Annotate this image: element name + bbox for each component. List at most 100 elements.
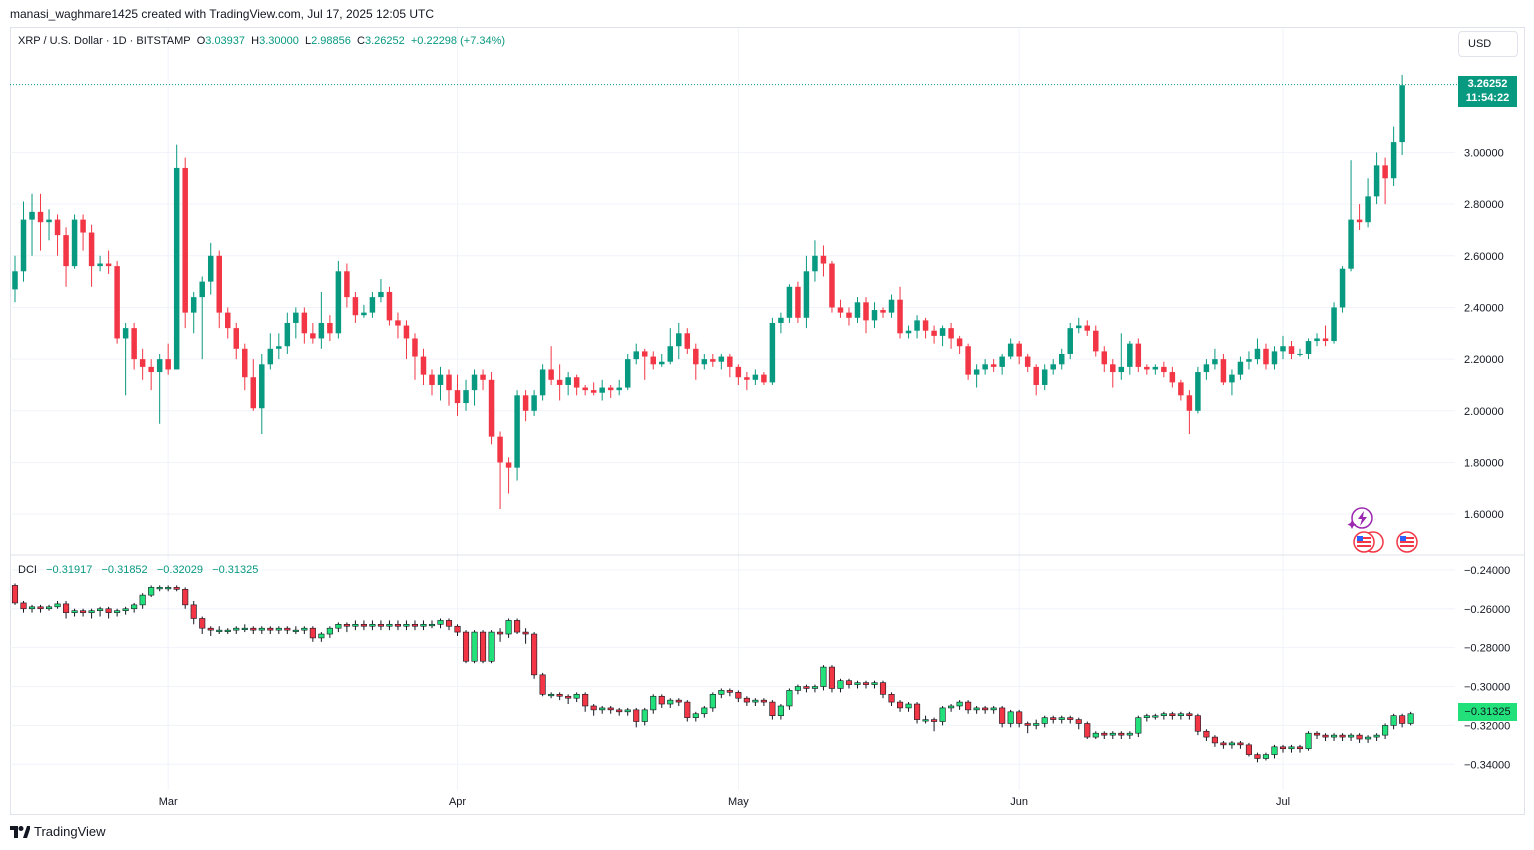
dci-body [862, 682, 870, 685]
dci-body [258, 627, 265, 631]
candle-body [1212, 359, 1218, 365]
candle-body [820, 255, 827, 264]
symbol-title[interactable]: XRP / U.S. Dollar · 1D · BITSTAMP [18, 35, 191, 47]
dci-body [1262, 754, 1270, 759]
candle-body [1254, 348, 1261, 360]
dci-body [735, 692, 742, 699]
dci-body [250, 627, 257, 631]
candle-body [284, 322, 291, 347]
candle-body [369, 297, 376, 313]
high-value: 3.30000 [259, 35, 299, 47]
dci-body [1169, 713, 1176, 716]
candle-body [1322, 338, 1329, 342]
dci-body [607, 707, 614, 711]
price-axis[interactable]: 3.00000 2.80000 2.60000 2.40000 2.20000 2.000… [1464, 147, 1504, 521]
currency-selector[interactable]: USD [1458, 31, 1518, 57]
dci-body [769, 701, 776, 716]
dci-body [1075, 719, 1082, 724]
dci-body [1237, 742, 1244, 746]
price-tick-label: 1.60000 [1464, 509, 1504, 521]
dci-body [301, 627, 308, 631]
dci-body [624, 709, 631, 713]
dci-tick-label: −0.30000 [1464, 682, 1510, 694]
candle-body [1271, 351, 1278, 365]
candle-body [590, 390, 597, 393]
candle-body [497, 436, 503, 463]
dci-body [709, 694, 716, 709]
candle-body [1135, 343, 1142, 367]
candle-body [1237, 361, 1244, 375]
last-price-tag: 3.26252 11:54:22 [1458, 75, 1517, 107]
candle-body [888, 299, 895, 313]
candle-body [310, 333, 316, 339]
tradingview-logo-icon [10, 825, 30, 838]
candle-body [148, 366, 154, 373]
us-flag-event-icon[interactable] [1396, 531, 1418, 553]
dci-body [462, 631, 470, 662]
candle-body [1203, 364, 1210, 373]
chart-frame [10, 27, 1525, 815]
candle-body [795, 286, 801, 318]
dci-body [794, 686, 801, 691]
event-icons[interactable] [1347, 507, 1418, 553]
candle-body [854, 302, 861, 318]
dci-body [1365, 736, 1372, 740]
candle-body [650, 356, 656, 365]
dci-body [1348, 734, 1355, 738]
dci-body [1203, 730, 1210, 738]
dci-body [360, 624, 367, 627]
dci-last-value-tag: −0.31325 [1458, 703, 1517, 722]
dci-body [1313, 732, 1321, 736]
dci-body [675, 699, 682, 703]
dci-axis[interactable]: −0.24000 −0.26000 −0.28000 −0.30000 −0.32000… [1464, 565, 1510, 771]
dci-title[interactable]: DCI [18, 564, 37, 576]
dci-body [1211, 736, 1218, 744]
candle-body [990, 364, 997, 367]
candle-body [667, 346, 674, 362]
candle-body [1331, 307, 1337, 342]
us-flag-event-icon[interactable] [1353, 531, 1384, 553]
candle-body [701, 359, 708, 365]
dci-body [122, 608, 129, 611]
dci-body [811, 686, 818, 689]
candle-body [812, 255, 818, 272]
grid [10, 28, 1455, 790]
candle-body [641, 351, 648, 357]
dci-body [1271, 746, 1278, 755]
candle-body [199, 281, 205, 298]
candle-body [173, 167, 180, 370]
dci-body [1296, 746, 1304, 750]
dci-body [148, 587, 155, 596]
candle-body [395, 320, 401, 326]
candle-body [1067, 328, 1073, 354]
dci-body [658, 695, 665, 705]
candle-body [556, 379, 563, 385]
dci-candles [11, 583, 1414, 763]
dci-body [199, 618, 206, 629]
dci-body [292, 629, 299, 632]
candle-body [1152, 366, 1159, 370]
footer-brand[interactable]: TradingView [10, 824, 106, 839]
candle-body [80, 219, 86, 233]
dci-body [701, 707, 708, 715]
dci-body [803, 686, 810, 689]
dci-tick-label: −0.32000 [1464, 720, 1510, 732]
low-value: 2.98856 [311, 35, 351, 47]
dci-body [97, 608, 104, 611]
dci-body [1305, 732, 1312, 750]
dci-body [837, 680, 844, 689]
dci-body [556, 694, 563, 697]
candle-body [914, 320, 920, 331]
dci-body [514, 620, 521, 633]
dci-body [1331, 734, 1338, 738]
dci-body [20, 602, 27, 610]
candle-body [982, 364, 988, 370]
candle-body [165, 359, 171, 370]
candle-body [1399, 85, 1405, 143]
candle-body [1118, 366, 1125, 373]
dci-body [471, 631, 478, 662]
time-axis[interactable]: Mar Apr May Jun Jul [159, 796, 1290, 808]
candle-body [710, 359, 716, 362]
lightning-bolt-icon [1358, 511, 1367, 526]
